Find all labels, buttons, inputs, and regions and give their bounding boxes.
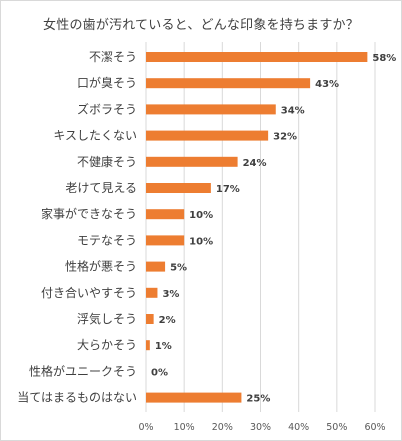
bar [146, 183, 211, 193]
bar [146, 52, 368, 62]
category-label: ズボラそう [77, 101, 137, 116]
bar [146, 209, 185, 220]
x-tick-label: 20% [212, 422, 233, 433]
value-label: 24% [243, 158, 267, 169]
chart-title: 女性の歯が汚れていると、どんな印象を持ちますか？ [43, 18, 359, 33]
bar [146, 235, 185, 246]
bar [146, 78, 311, 89]
category-label: 当てはまるものはない [17, 391, 137, 405]
bar [146, 156, 238, 167]
category-label: 不健康そう [77, 154, 137, 169]
category-label: 不潔そう [89, 50, 137, 64]
bar [146, 287, 158, 298]
category-label: 家事ができなそう [41, 206, 137, 221]
value-label: 25% [246, 394, 270, 405]
category-label: 大らかそう [77, 338, 137, 352]
value-label: 1% [155, 341, 172, 352]
bar [146, 314, 154, 324]
bar [146, 392, 242, 403]
category-label: 浮気しそう [77, 311, 137, 326]
value-label: 34% [281, 105, 305, 116]
category-label: 老けて見える [65, 181, 137, 195]
category-label: キスしたくない [53, 129, 137, 143]
x-tick-label: 10% [174, 422, 195, 433]
value-label: 3% [162, 289, 179, 300]
category-label: 口が臭そう [77, 75, 137, 90]
category-label: モテなそう [77, 233, 137, 247]
value-label: 58% [372, 53, 396, 64]
x-tick-label: 50% [326, 422, 347, 433]
value-label: 17% [216, 184, 240, 195]
value-labels: 58% 43% 34% 32% 24% 17% 10% 10% 5% 3% 2% 1% 0% 25% [151, 53, 396, 405]
bar [146, 104, 276, 115]
value-label: 43% [315, 79, 339, 90]
bar [146, 261, 166, 272]
grid-lines [145, 42, 376, 412]
category-labels: 不潔そう口が臭そうズボラそうキスしたくない不健康そう老けて見える家事ができなそう… [17, 50, 137, 405]
category-label: 性格が悪そう [65, 259, 137, 274]
bar [146, 340, 150, 351]
x-tick-label: 30% [250, 422, 271, 433]
x-tick-label: 0% [138, 422, 153, 433]
value-label: 10% [189, 210, 213, 221]
value-label: 0% [151, 367, 168, 378]
category-label: 付き合いやすそう [41, 285, 137, 300]
value-label: 2% [159, 315, 176, 326]
x-tick-label: 60% [364, 422, 385, 433]
bars [146, 52, 368, 403]
x-tick-label: 40% [288, 422, 309, 433]
value-label: 5% [170, 263, 187, 274]
value-label: 10% [189, 236, 213, 247]
value-label: 32% [273, 132, 297, 143]
category-label: 性格がユニークそう [29, 363, 137, 378]
bar [146, 130, 269, 141]
x-axis-ticks: 0% 10% 20% 30% 40% 50% 60% [138, 422, 385, 433]
